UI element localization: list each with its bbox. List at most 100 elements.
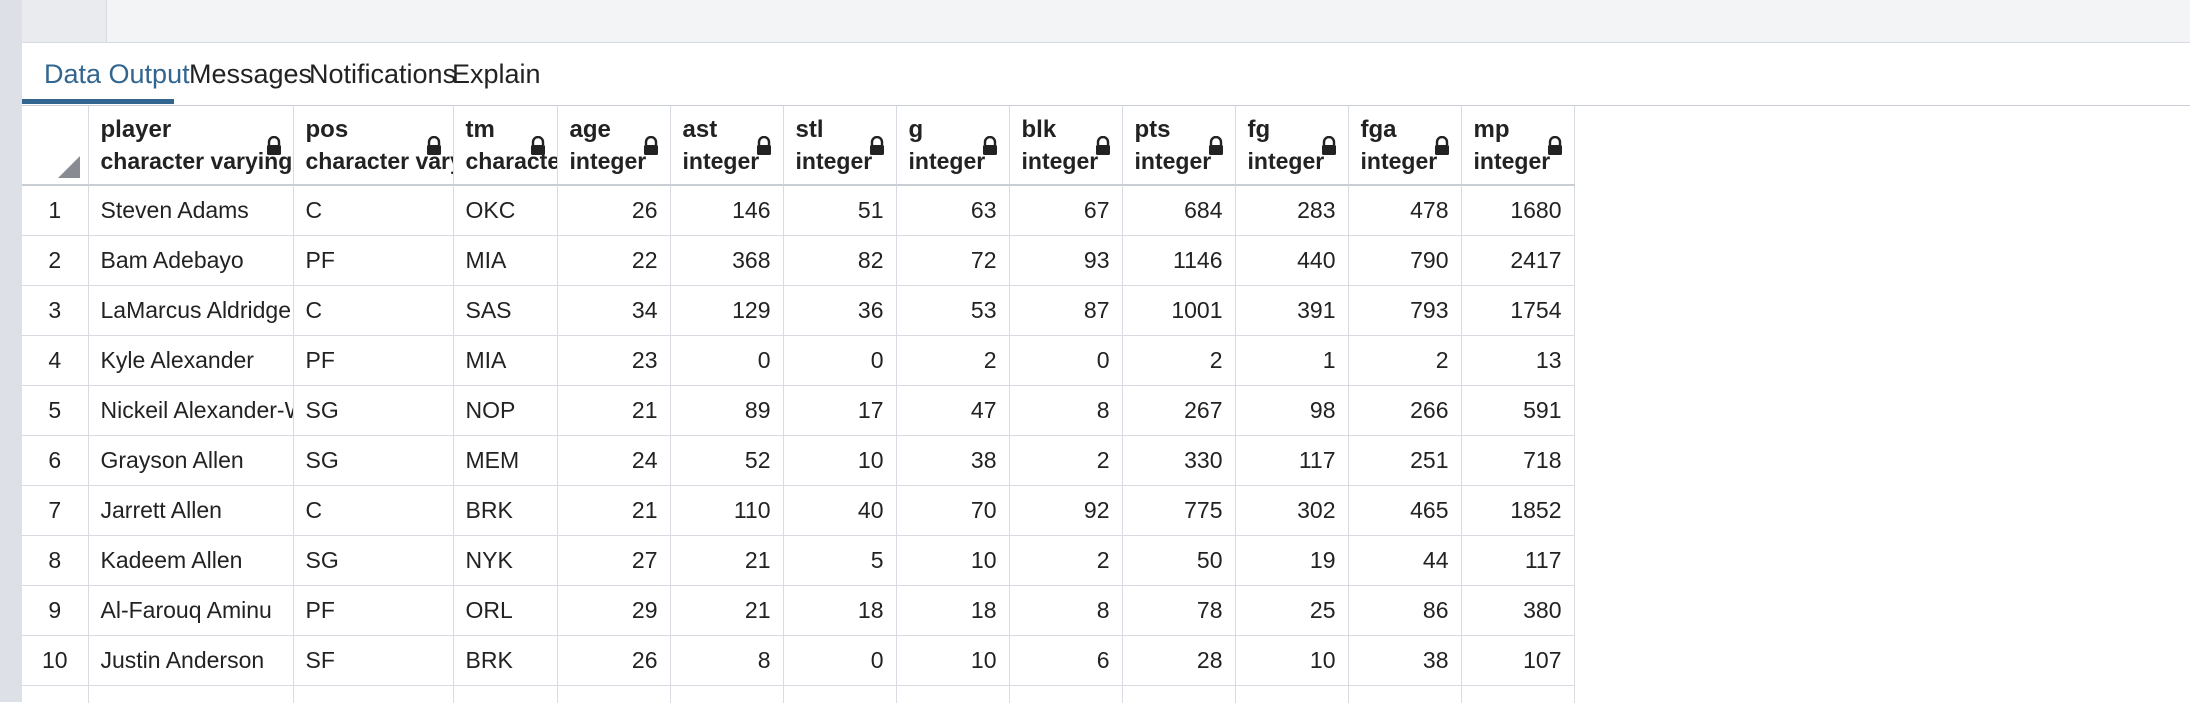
cell-tm[interactable]: BRK bbox=[453, 636, 557, 686]
cell-partial[interactable] bbox=[783, 686, 896, 703]
cell-age[interactable]: 21 bbox=[557, 486, 670, 536]
cell-age[interactable]: 26 bbox=[557, 636, 670, 686]
cell-partial[interactable] bbox=[293, 686, 453, 703]
toolbar-tab[interactable] bbox=[22, 0, 107, 42]
tab-notifications[interactable]: Notifications bbox=[309, 43, 456, 105]
cell-mp[interactable]: 107 bbox=[1461, 636, 1574, 686]
cell-stl[interactable]: 5 bbox=[783, 536, 896, 586]
cell-player[interactable]: Kyle Alexander bbox=[88, 336, 293, 386]
cell-player[interactable]: Nickeil Alexander-Walker bbox=[88, 386, 293, 436]
cell-pos[interactable]: SG bbox=[293, 436, 453, 486]
cell-mp[interactable]: 591 bbox=[1461, 386, 1574, 436]
cell-pos[interactable]: PF bbox=[293, 336, 453, 386]
select-all-corner[interactable] bbox=[22, 106, 88, 185]
cell-age[interactable]: 26 bbox=[557, 185, 670, 236]
cell-tm[interactable]: MIA bbox=[453, 236, 557, 286]
cell-blk[interactable]: 6 bbox=[1009, 636, 1122, 686]
cell-fg[interactable]: 117 bbox=[1235, 436, 1348, 486]
cell-g[interactable]: 18 bbox=[896, 586, 1009, 636]
cell-age[interactable]: 21 bbox=[557, 386, 670, 436]
cell-g[interactable]: 63 bbox=[896, 185, 1009, 236]
cell-stl[interactable]: 36 bbox=[783, 286, 896, 336]
cell-mp[interactable]: 1680 bbox=[1461, 185, 1574, 236]
row-number[interactable]: 3 bbox=[22, 286, 88, 336]
cell-partial[interactable] bbox=[1235, 686, 1348, 703]
cell-ast[interactable]: 52 bbox=[670, 436, 783, 486]
cell-partial[interactable] bbox=[1122, 686, 1235, 703]
cell-mp[interactable]: 2417 bbox=[1461, 236, 1574, 286]
cell-pts[interactable]: 28 bbox=[1122, 636, 1235, 686]
cell-pos[interactable]: C bbox=[293, 486, 453, 536]
cell-stl[interactable]: 17 bbox=[783, 386, 896, 436]
cell-pos[interactable]: PF bbox=[293, 586, 453, 636]
table-row-partial[interactable] bbox=[22, 686, 1574, 703]
cell-ast[interactable]: 89 bbox=[670, 386, 783, 436]
cell-stl[interactable]: 18 bbox=[783, 586, 896, 636]
cell-pts[interactable]: 78 bbox=[1122, 586, 1235, 636]
cell-blk[interactable]: 67 bbox=[1009, 185, 1122, 236]
cell-partial[interactable] bbox=[670, 686, 783, 703]
cell-pos[interactable]: SG bbox=[293, 536, 453, 586]
cell-pts[interactable]: 1146 bbox=[1122, 236, 1235, 286]
cell-player[interactable]: LaMarcus Aldridge bbox=[88, 286, 293, 336]
cell-ast[interactable]: 110 bbox=[670, 486, 783, 536]
cell-partial[interactable] bbox=[896, 686, 1009, 703]
cell-age[interactable]: 22 bbox=[557, 236, 670, 286]
cell-fg[interactable]: 440 bbox=[1235, 236, 1348, 286]
cell-tm[interactable]: OKC bbox=[453, 185, 557, 236]
cell-fg[interactable]: 302 bbox=[1235, 486, 1348, 536]
cell-mp[interactable]: 1754 bbox=[1461, 286, 1574, 336]
cell-stl[interactable]: 51 bbox=[783, 185, 896, 236]
cell-blk[interactable]: 92 bbox=[1009, 486, 1122, 536]
cell-g[interactable]: 2 bbox=[896, 336, 1009, 386]
row-number[interactable]: 2 bbox=[22, 236, 88, 286]
cell-stl[interactable]: 0 bbox=[783, 336, 896, 386]
cell-tm[interactable]: ORL bbox=[453, 586, 557, 636]
cell-partial[interactable] bbox=[88, 686, 293, 703]
cell-player[interactable]: Steven Adams bbox=[88, 185, 293, 236]
cell-pts[interactable]: 267 bbox=[1122, 386, 1235, 436]
row-number[interactable]: 9 bbox=[22, 586, 88, 636]
cell-pts[interactable]: 1001 bbox=[1122, 286, 1235, 336]
cell-stl[interactable]: 40 bbox=[783, 486, 896, 536]
cell-fg[interactable]: 1 bbox=[1235, 336, 1348, 386]
row-number[interactable]: 8 bbox=[22, 536, 88, 586]
cell-fga[interactable]: 790 bbox=[1348, 236, 1461, 286]
cell-partial[interactable] bbox=[1009, 686, 1122, 703]
cell-fga[interactable]: 793 bbox=[1348, 286, 1461, 336]
cell-ast[interactable]: 129 bbox=[670, 286, 783, 336]
cell-ast[interactable]: 21 bbox=[670, 536, 783, 586]
cell-fga[interactable]: 38 bbox=[1348, 636, 1461, 686]
cell-pos[interactable]: C bbox=[293, 286, 453, 336]
cell-pos[interactable]: PF bbox=[293, 236, 453, 286]
cell-fg[interactable]: 98 bbox=[1235, 386, 1348, 436]
cell-ast[interactable]: 0 bbox=[670, 336, 783, 386]
row-number[interactable]: 5 bbox=[22, 386, 88, 436]
tab-explain[interactable]: Explain bbox=[452, 43, 541, 105]
cell-pts[interactable]: 50 bbox=[1122, 536, 1235, 586]
cell-age[interactable]: 23 bbox=[557, 336, 670, 386]
cell-tm[interactable]: SAS bbox=[453, 286, 557, 336]
cell-blk[interactable]: 8 bbox=[1009, 586, 1122, 636]
cell-fga[interactable]: 86 bbox=[1348, 586, 1461, 636]
cell-fga[interactable]: 251 bbox=[1348, 436, 1461, 486]
cell-tm[interactable]: MIA bbox=[453, 336, 557, 386]
cell-pts[interactable]: 330 bbox=[1122, 436, 1235, 486]
cell-tm[interactable]: BRK bbox=[453, 486, 557, 536]
cell-partial[interactable] bbox=[1461, 686, 1574, 703]
cell-fg[interactable]: 391 bbox=[1235, 286, 1348, 336]
row-number[interactable]: 6 bbox=[22, 436, 88, 486]
cell-tm[interactable]: NOP bbox=[453, 386, 557, 436]
row-number[interactable]: 1 bbox=[22, 185, 88, 236]
